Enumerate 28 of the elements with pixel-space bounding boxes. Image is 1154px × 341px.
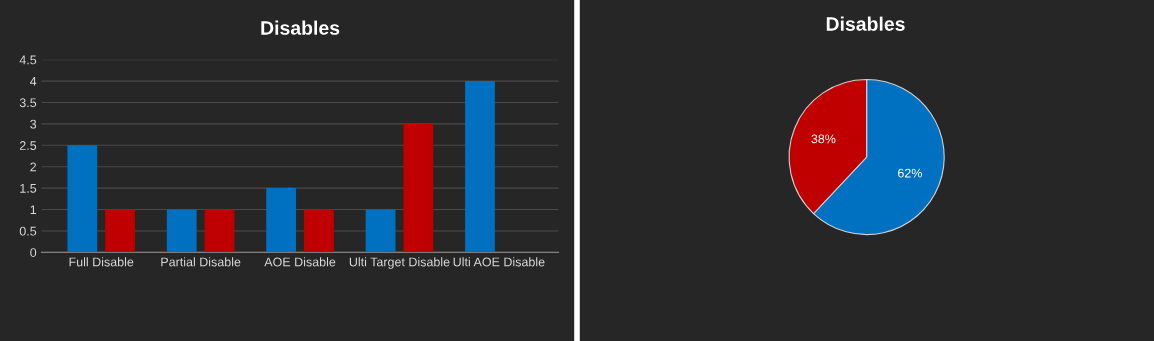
x-tick-label: Ulti Target Disable xyxy=(349,257,450,269)
bar xyxy=(266,188,297,253)
y-tick-label: 4.5 xyxy=(19,55,37,65)
x-tick-label: AOE Disable xyxy=(264,257,336,267)
bar xyxy=(105,209,135,253)
y-tick-label: 0 xyxy=(30,248,37,257)
y-tick-label: 4 xyxy=(30,77,37,86)
data-label: 62% xyxy=(898,168,922,178)
x-tick-label: Partial Disable xyxy=(161,257,241,267)
chart-title: Disables xyxy=(826,16,905,31)
chart-title: Disables xyxy=(261,20,340,35)
data-label: 38% xyxy=(811,134,836,144)
y-tick-label: 2 xyxy=(30,162,37,172)
bar xyxy=(304,209,334,253)
y-tick-label: 1.5 xyxy=(20,184,37,193)
x-tick-label: Full Disable xyxy=(69,257,134,267)
bar xyxy=(166,209,197,253)
y-tick-label: 0.5 xyxy=(19,226,37,236)
y-tick-label: 3.5 xyxy=(19,98,37,108)
y-tick-label: 3 xyxy=(30,119,37,129)
bar xyxy=(204,209,235,253)
bar xyxy=(67,145,98,253)
bar xyxy=(365,209,396,253)
y-tick-label: 1 xyxy=(30,205,37,215)
bar xyxy=(465,81,495,253)
bar xyxy=(403,123,434,253)
x-tick-label: Ulti AOE Disable xyxy=(453,257,545,267)
y-tick-label: 2.5 xyxy=(19,141,37,150)
